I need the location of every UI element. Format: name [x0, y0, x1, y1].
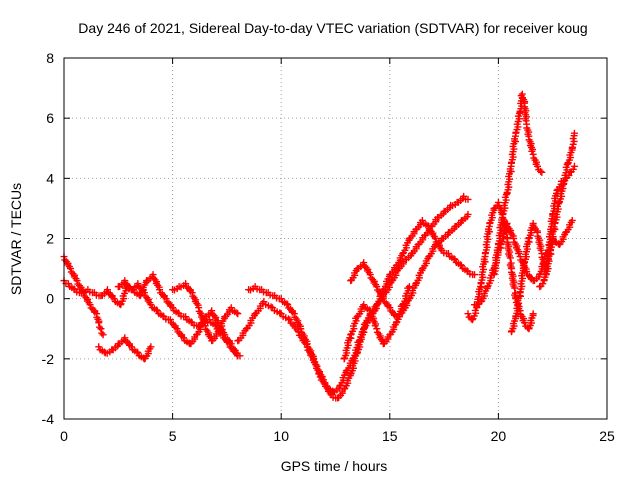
data-point-marker: [529, 310, 537, 318]
data-point-marker: [365, 306, 373, 314]
data-point-marker: [97, 325, 105, 333]
y-axis-label: SDTVAR / TECUs: [8, 183, 24, 295]
data-point-marker: [569, 165, 577, 173]
data-point-marker: [267, 303, 275, 311]
data-point-marker: [386, 304, 394, 312]
data-point-marker: [162, 295, 170, 303]
data-point-marker: [233, 309, 241, 317]
data-point-marker: [95, 319, 103, 327]
data-point-marker: [225, 340, 233, 348]
data-point-marker: [379, 295, 387, 303]
data-point-marker: [511, 284, 519, 292]
data-point-marker: [121, 277, 129, 285]
data-point-marker: [431, 235, 439, 242]
data-point-marker: [405, 283, 413, 291]
data-point-marker: [156, 286, 164, 294]
data-point-marker: [529, 219, 537, 227]
x-tick-label: 25: [599, 428, 615, 444]
series-track-6: [234, 216, 479, 402]
data-point-marker: [373, 283, 381, 291]
data-point-marker: [276, 309, 284, 317]
data-point-marker: [134, 280, 142, 288]
y-tick-label: 8: [46, 50, 54, 66]
data-point-marker: [133, 348, 141, 356]
data-point-marker: [543, 253, 551, 261]
data-point-marker: [404, 284, 412, 292]
data-point-marker: [80, 289, 88, 297]
data-point-marker: [173, 325, 181, 333]
data-point-marker: [86, 301, 94, 309]
y-tick-label: 6: [46, 110, 54, 126]
data-point-marker: [67, 265, 75, 273]
series-track-5: [169, 280, 242, 345]
data-point-marker: [537, 167, 545, 175]
data-point-marker: [236, 352, 244, 360]
x-tick-label: 10: [273, 428, 289, 444]
data-point-marker: [464, 195, 472, 203]
data-point-marker: [166, 316, 174, 324]
data-point-marker: [286, 316, 294, 324]
series-track-2: [60, 253, 107, 339]
data-point-marker: [99, 331, 107, 339]
y-tick-label: -2: [42, 351, 55, 367]
data-point-marker: [520, 319, 528, 327]
series-track-4: [114, 277, 244, 360]
data-point-marker: [121, 334, 129, 342]
data-point-marker: [140, 289, 148, 297]
y-axis: -4 -2 0 2 4 6 8: [42, 50, 607, 427]
data-point-marker: [533, 162, 541, 170]
data-point-marker: [284, 315, 292, 323]
series-track-14: [536, 162, 578, 291]
data-point-marker: [568, 216, 576, 224]
data-point-marker: [283, 300, 291, 308]
series-track-7: [245, 192, 472, 396]
data-point-marker: [208, 307, 216, 315]
series-track-8: [347, 210, 472, 321]
data-point-marker: [284, 301, 292, 309]
data-point-marker: [538, 168, 546, 176]
data-point-marker: [316, 373, 324, 381]
data-point-marker: [360, 259, 368, 267]
data-point-marker: [153, 306, 161, 314]
data-point-marker: [96, 323, 104, 331]
data-point-marker: [471, 271, 479, 279]
data-point-marker: [464, 310, 472, 318]
data-point-marker: [537, 246, 545, 254]
series-track-9: [340, 283, 413, 363]
data-point-marker: [73, 277, 81, 285]
data-point-marker: [103, 286, 111, 294]
data-point-marker: [182, 280, 190, 288]
y-tick-label: -4: [42, 411, 55, 427]
y-tick-label: 4: [46, 170, 54, 186]
data-point-marker: [457, 261, 465, 269]
data-point-marker: [219, 331, 227, 339]
x-tick-label: 5: [169, 428, 177, 444]
x-axis-label: GPS time / hours: [281, 458, 388, 474]
series-track-12: [490, 90, 546, 279]
y-tick-label: 0: [46, 291, 54, 307]
data-point-marker: [464, 210, 472, 218]
x-axis: 0 5 10 15 20 25: [60, 58, 615, 444]
data-point-marker: [506, 254, 514, 262]
plot-points: [60, 90, 578, 402]
data-point-marker: [450, 255, 458, 263]
data-point-marker: [211, 321, 219, 329]
x-tick-label: 20: [491, 428, 507, 444]
data-point-marker: [234, 310, 242, 318]
data-point-marker: [366, 271, 374, 279]
series-track-3: [95, 334, 155, 363]
data-point-marker: [570, 162, 578, 170]
data-point-marker: [98, 329, 106, 337]
data-point-marker: [570, 129, 578, 137]
data-point-marker: [565, 171, 573, 179]
chart-title: Day 246 of 2021, Sidereal Day-to-day VTE…: [78, 20, 587, 36]
y-tick-label: 2: [46, 231, 54, 247]
x-tick-label: 0: [60, 428, 68, 444]
data-point-marker: [539, 280, 547, 288]
data-point-marker: [147, 343, 155, 351]
x-tick-label: 15: [382, 428, 398, 444]
